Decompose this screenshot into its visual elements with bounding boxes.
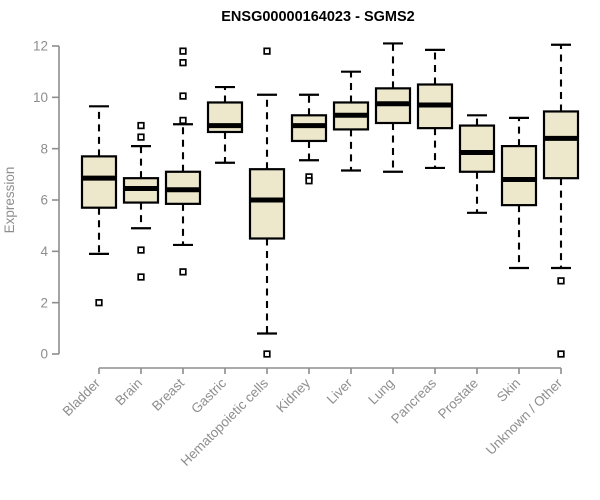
outlier-bladder (95, 299, 103, 307)
x-tick-label-skin: Skin (494, 376, 523, 405)
box-group-hematopoietic-cells (248, 47, 286, 358)
x-tick-label-liver: Liver (324, 375, 356, 407)
outlier-kidney (305, 177, 313, 185)
box-group-breast (164, 47, 202, 276)
x-tick-label-unknown-other: Unknown / Other (483, 375, 566, 458)
x-tick-label-bladder: Bladder (60, 375, 104, 419)
x-tick-label-breast: Breast (149, 375, 187, 413)
y-tick-label: 8 (40, 141, 48, 156)
x-tick-label-brain: Brain (112, 376, 145, 409)
y-tick-label: 6 (40, 193, 48, 208)
box-group-liver (332, 70, 370, 172)
chart-title: ENSG00000164023 - SGMS2 (221, 9, 414, 25)
outlier-brain (137, 133, 145, 141)
x-tick-label-gastric: Gastric (188, 375, 229, 416)
plot-area (80, 42, 580, 358)
outlier-breast (179, 92, 187, 100)
outlier-brain (137, 246, 145, 254)
box-group-prostate (458, 114, 496, 214)
outlier-unknown-other (557, 350, 565, 358)
outlier-brain (137, 121, 145, 130)
outlier-hematopoietic-cells (263, 350, 271, 358)
y-axis-label: Expression (2, 167, 17, 234)
iqr-box-skin (500, 145, 538, 207)
outlier-breast (179, 116, 187, 125)
box-group-lung (374, 42, 412, 173)
y-tick-label: 10 (33, 90, 48, 105)
x-tick-label-prostate: Prostate (435, 376, 481, 422)
box-group-kidney (290, 93, 328, 185)
outlier-hematopoietic-cells (263, 47, 271, 55)
box-group-skin (500, 116, 538, 270)
y-tick-label: 2 (40, 295, 48, 310)
box-group-unknown-other (542, 43, 580, 358)
x-tick-label-pancreas: Pancreas (388, 375, 439, 426)
x-tick-label-kidney: Kidney (273, 375, 313, 415)
box-group-pancreas (416, 48, 454, 170)
y-tick-label: 4 (40, 244, 48, 259)
outlier-breast (179, 268, 187, 276)
outlier-brain (137, 273, 145, 281)
box-group-gastric (206, 85, 244, 164)
iqr-box-hematopoietic-cells (248, 168, 286, 240)
iqr-box-prostate (458, 124, 496, 173)
box-group-brain (122, 121, 160, 281)
y-tick-label: 12 (33, 39, 48, 54)
x-tick-label-lung: Lung (365, 376, 397, 408)
outlier-breast (179, 47, 187, 55)
iqr-box-kidney (290, 114, 328, 143)
iqr-box-bladder (80, 155, 118, 209)
y-tick-label: 0 (40, 347, 48, 362)
outlier-unknown-other (557, 277, 565, 285)
iqr-box-unknown-other (542, 110, 580, 180)
box-group-bladder (80, 105, 118, 307)
outlier-breast (179, 59, 187, 67)
